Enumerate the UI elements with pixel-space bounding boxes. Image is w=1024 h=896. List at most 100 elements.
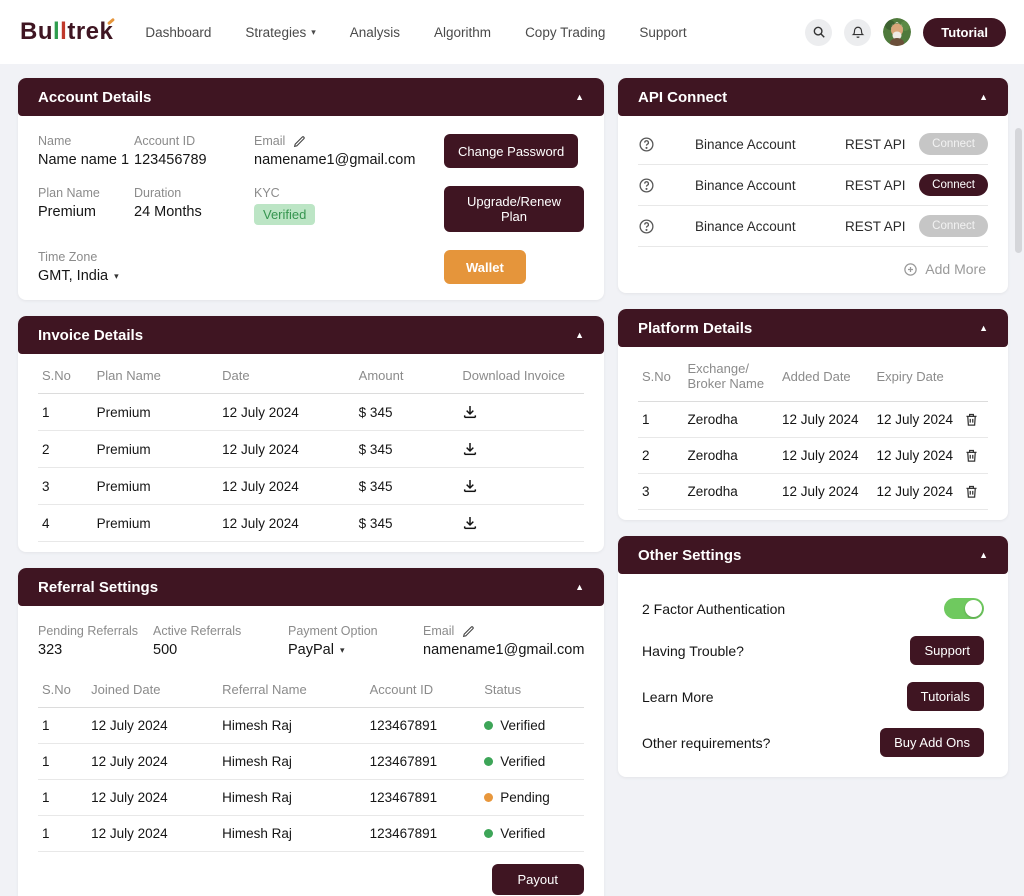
payout-button[interactable]: Payout — [491, 864, 584, 895]
collapse-icon[interactable]: ▲ — [979, 92, 988, 102]
api-row: Binance Account REST API Connect — [638, 206, 988, 247]
col-plan-name: Plan Name — [92, 358, 219, 394]
collapse-icon[interactable]: ▲ — [575, 92, 584, 102]
logo[interactable]: Bulltrek — [20, 17, 116, 46]
nav-analysis[interactable]: Analysis — [349, 24, 401, 40]
edit-pencil-icon[interactable] — [462, 625, 475, 638]
trash-icon[interactable] — [964, 448, 979, 463]
platform-details-card: Platform Details ▲ S.No Exchange/ Broker… — [618, 309, 1008, 520]
collapse-icon[interactable]: ▲ — [575, 582, 584, 592]
status-dot — [484, 793, 494, 802]
status-dot — [484, 757, 494, 766]
scrollbar-thumb[interactable] — [1015, 128, 1022, 253]
notifications-button[interactable] — [844, 18, 872, 46]
buy-add-ons-button[interactable]: Buy Add Ons — [880, 728, 984, 757]
avatar-image — [883, 18, 912, 46]
tutorials-row: Learn More Tutorials — [642, 682, 984, 711]
support-button[interactable]: Support — [910, 636, 984, 665]
trash-icon[interactable] — [964, 484, 979, 499]
nav-algorithm[interactable]: Algorithm — [434, 24, 492, 40]
buy-addons-row: Other requirements? Buy Add Ons — [642, 728, 984, 757]
change-password-button[interactable]: Change Password — [444, 134, 579, 168]
field-timezone: Time Zone GMT, India ▾ — [38, 250, 444, 284]
col-sno: S.No — [38, 672, 88, 708]
platform-table: S.No Exchange/ Broker Name Added Date Ex… — [638, 351, 988, 510]
wallet-button[interactable]: Wallet — [444, 250, 526, 284]
account-details-card: Account Details ▲ Name Name name 1 Accou… — [18, 78, 604, 300]
download-icon[interactable] — [462, 404, 478, 420]
collapse-icon[interactable]: ▲ — [979, 550, 988, 560]
field-name: Name Name name 1 — [38, 134, 130, 168]
download-icon[interactable] — [462, 478, 478, 494]
payment-option: Payment Option PayPal ▾ — [288, 624, 423, 658]
wallet-cell: Wallet — [444, 250, 584, 284]
tutorial-button[interactable]: Tutorial — [923, 17, 1006, 47]
account-details-header[interactable]: Account Details ▲ — [18, 78, 604, 116]
status-badge: Verified — [484, 826, 580, 841]
logo-text: Bu — [20, 18, 53, 45]
status-dot — [484, 829, 494, 838]
table-row: 1 12 July 2024 Himesh Raj 123467891 Veri… — [38, 815, 584, 852]
other-settings-header[interactable]: Other Settings ▲ — [618, 536, 1008, 574]
referral-settings-card: Referral Settings ▲ Pending Referrals 32… — [18, 568, 604, 896]
connect-button[interactable]: Connect — [919, 215, 988, 237]
connect-button[interactable]: Connect — [919, 133, 988, 155]
left-column: Account Details ▲ Name Name name 1 Accou… — [18, 78, 604, 896]
invoice-details-card: Invoice Details ▲ S.No Plan Name Date Am… — [18, 316, 604, 552]
nav-dashboard[interactable]: Dashboard — [145, 24, 212, 40]
upgrade-renew-button[interactable]: Upgrade/Renew Plan — [444, 186, 584, 232]
referral-settings-header[interactable]: Referral Settings ▲ — [18, 568, 604, 606]
tutorials-button[interactable]: Tutorials — [906, 682, 984, 711]
two-factor-row: 2 Factor Authentication — [642, 598, 984, 619]
add-more-button[interactable]: Add More — [638, 247, 988, 283]
help-icon[interactable] — [638, 218, 655, 235]
help-icon[interactable] — [638, 136, 655, 153]
bell-icon — [851, 26, 865, 38]
nav-strategies[interactable]: Strategies ▾ — [245, 24, 316, 40]
nav-copy-trading[interactable]: Copy Trading — [525, 24, 606, 40]
other-settings-title: Other Settings — [638, 546, 742, 564]
chevron-down-icon: ▾ — [114, 270, 119, 281]
download-icon[interactable] — [462, 515, 478, 531]
referral-table-wrap: S.No Joined Date Referral Name Account I… — [18, 664, 604, 852]
payment-select[interactable]: PayPal ▾ — [288, 642, 345, 658]
col-referral-name: Referral Name — [218, 672, 366, 708]
referral-settings-title: Referral Settings — [38, 578, 159, 596]
main-nav: Dashboard Strategies ▾ Analysis Algorithm… — [145, 25, 805, 40]
api-connect-title: API Connect — [638, 88, 728, 106]
invoice-details-header[interactable]: Invoice Details ▲ — [18, 316, 604, 354]
edit-pencil-icon[interactable] — [293, 135, 306, 148]
trash-icon[interactable] — [964, 412, 979, 427]
table-row: 4 Premium 12 July 2024 $ 345 — [38, 504, 584, 542]
status-dot — [484, 721, 494, 730]
nav-support[interactable]: Support — [639, 24, 687, 40]
download-icon[interactable] — [462, 441, 478, 457]
search-button[interactable] — [805, 18, 833, 46]
api-connect-header[interactable]: API Connect ▲ — [618, 78, 1008, 116]
logo-green-bar: l — [53, 18, 61, 45]
platform-details-header[interactable]: Platform Details ▲ — [618, 309, 1008, 347]
avatar[interactable] — [883, 18, 912, 46]
support-row: Having Trouble? Support — [642, 636, 984, 665]
scrollbar-track[interactable] — [1014, 0, 1022, 896]
table-row: 3 Premium 12 July 2024 $ 345 — [38, 467, 584, 505]
chevron-down-icon: ▾ — [311, 26, 316, 37]
connect-button[interactable]: Connect — [919, 174, 988, 196]
collapse-icon[interactable]: ▲ — [575, 330, 584, 340]
referral-table: S.No Joined Date Referral Name Account I… — [38, 672, 584, 852]
field-account-id: Account ID 123456789 — [134, 134, 207, 168]
help-icon[interactable] — [638, 177, 655, 194]
col-download: Download Invoice — [458, 358, 584, 394]
payout-row: Payout — [18, 852, 604, 896]
two-factor-toggle[interactable] — [944, 598, 984, 619]
field-kyc: KYC Verified — [254, 186, 444, 232]
logo-text-2: trek — [67, 18, 114, 45]
top-actions: Tutorial — [805, 17, 1006, 47]
upgrade-cell: Upgrade/Renew Plan — [444, 186, 584, 232]
logo-red-bar: l — [60, 18, 68, 45]
timezone-select[interactable]: GMT, India ▾ — [38, 268, 119, 284]
col-broker-name: Exchange/ Broker Name — [683, 351, 778, 402]
table-row: 1 12 July 2024 Himesh Raj 123467891 Veri… — [38, 743, 584, 780]
status-badge: Pending — [484, 790, 580, 805]
collapse-icon[interactable]: ▲ — [979, 323, 988, 333]
